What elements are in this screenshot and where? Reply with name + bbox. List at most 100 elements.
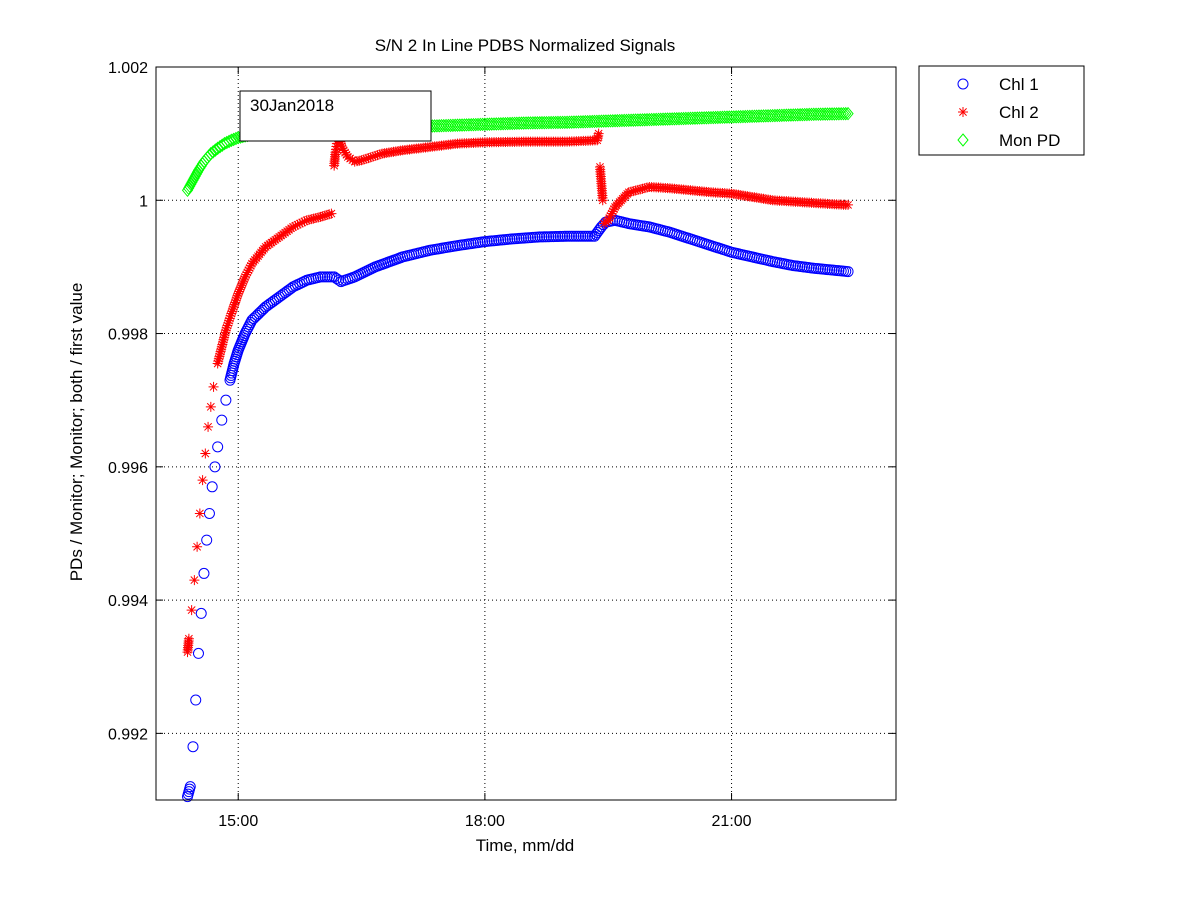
plot-frame: [155, 66, 897, 801]
chl-2-point: [342, 151, 353, 162]
chl-1-point: [281, 285, 293, 297]
chl-2-point: [306, 214, 317, 225]
chl-1-point: [591, 227, 603, 239]
series-mon-pd: [181, 106, 854, 198]
chl-2-point: [241, 269, 252, 280]
axis-ticks: 15:00 18:00 21:00 0.992 0.994 0.996 0.998 1 1.00…: [108, 60, 896, 830]
chl-2-point: [222, 320, 233, 331]
chl-2-point: [294, 218, 305, 229]
chl-2-point: [290, 220, 301, 231]
chl-1-point: [201, 534, 213, 546]
y-tick-label: 0.996: [108, 460, 148, 477]
legend-frame: [918, 65, 1085, 156]
chl-2-point: [593, 128, 604, 139]
chl-2-point: [605, 210, 616, 221]
legend-marker-mon-pd: [957, 133, 969, 147]
chl-2-point: [345, 153, 356, 164]
chl-2-point: [374, 149, 385, 160]
chl-2-point: [317, 211, 328, 222]
chl-2-point: [238, 276, 249, 287]
chl-2-point: [240, 271, 251, 282]
chl-1-point: [269, 294, 281, 306]
chl-2-point: [326, 208, 337, 219]
chl-1-point: [264, 298, 276, 310]
chl-2-point: [288, 221, 299, 232]
y-tick-label: 1.002: [108, 60, 148, 77]
chl-1-point: [273, 291, 285, 303]
mon-pd-point: [212, 141, 224, 156]
mon-pd-point: [207, 145, 219, 159]
mon-pd-point: [228, 132, 240, 147]
chl-2-point: [299, 216, 310, 227]
chl-1-point: [216, 414, 228, 426]
chl-2-point: [235, 282, 246, 293]
chl-1-point: [184, 781, 196, 793]
data-series: [181, 106, 854, 803]
chl-2-point: [237, 278, 248, 289]
chl-2-point: [336, 141, 347, 152]
chl-2-point: [347, 155, 358, 166]
chl-1-point: [275, 289, 287, 301]
chl-2-point: [292, 219, 303, 230]
chl-2-point: [217, 337, 228, 348]
mon-pd-point: [842, 106, 854, 121]
chl-1-point: [271, 292, 283, 304]
chl-2-point: [228, 301, 239, 312]
chl-2-point: [226, 308, 237, 319]
y-tick-label: 0.992: [108, 726, 148, 743]
mon-pd-point: [230, 131, 242, 146]
chl-1-point: [267, 295, 279, 307]
chl-2-point: [843, 199, 854, 210]
mon-pd-point: [223, 134, 235, 149]
chl-2-point: [218, 334, 229, 345]
chl-2-point: [297, 217, 308, 228]
chl-2-point: [213, 353, 224, 364]
chl-2-point: [186, 605, 197, 616]
chl-2-point: [322, 209, 333, 220]
chl-2-point: [313, 212, 324, 223]
chl-2-point: [214, 351, 225, 362]
legend-marker-chl-1: [957, 78, 969, 90]
chl-2-point: [597, 195, 608, 206]
chl-2-point: [236, 280, 247, 291]
y-tick-label: 0.998: [108, 327, 148, 344]
mon-pd-point: [840, 106, 852, 121]
chl-2-point: [361, 153, 372, 164]
legend: Chl 1 Chl 2 Mon PD: [918, 65, 1085, 156]
legend-label-mon-pd: Mon PD: [999, 131, 1060, 150]
y-tick-label: 0.994: [108, 593, 148, 610]
chl-2-point: [245, 260, 256, 271]
chl-2-point: [239, 273, 250, 284]
chl-1-point: [220, 394, 232, 406]
chl-2-point: [338, 145, 349, 156]
chl-1-point: [187, 741, 199, 753]
chl-2-point: [189, 575, 200, 586]
chl-2-point: [216, 341, 227, 352]
chl-2-point: [365, 152, 376, 163]
mon-pd-point: [225, 133, 238, 148]
chl-2-point: [224, 313, 235, 324]
chl-2-point: [232, 290, 243, 301]
chl-1-point: [192, 647, 204, 659]
chl-2-point: [335, 136, 346, 147]
x-tick-label: 21:00: [712, 813, 752, 830]
chl-2-point: [215, 346, 226, 357]
chl-2-point: [215, 349, 226, 360]
chl-2-point: [606, 208, 617, 219]
chl-1-point: [842, 266, 854, 278]
chl-2-point: [336, 138, 346, 149]
chl-2-point: [358, 154, 369, 165]
series-chl-2: [182, 128, 854, 658]
chl-2-point: [607, 206, 618, 217]
chl-1-point: [277, 288, 289, 300]
chl-2-point: [315, 211, 326, 222]
chl-1-point: [283, 284, 295, 296]
chl-2-point: [604, 213, 615, 224]
legend-label-chl-2: Chl 2: [999, 103, 1039, 122]
chl-2-point: [203, 421, 214, 432]
chl-2-point: [224, 315, 235, 326]
chl-2-point: [227, 304, 238, 315]
chl-1-point: [590, 228, 602, 240]
chl-2-point: [213, 356, 224, 367]
chl-2-point: [301, 215, 312, 226]
